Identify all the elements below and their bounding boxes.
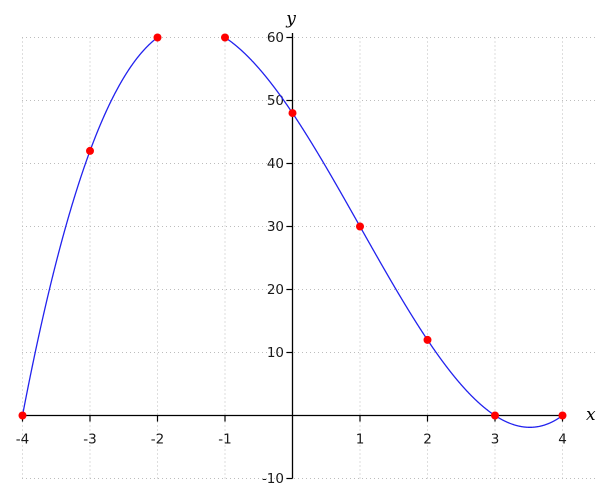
y-tick-label: 30 — [267, 219, 284, 235]
data-point — [558, 411, 567, 420]
data-point — [288, 109, 297, 118]
tick-labels: -4 -3 -2 -1 1 2 3 4 -10 10 20 30 40 50 60 — [16, 30, 567, 487]
data-point — [153, 33, 162, 42]
y-tick-label: 40 — [267, 156, 284, 172]
x-tick-label: -4 — [16, 432, 29, 448]
y-tick-label: 60 — [267, 30, 284, 46]
x-tick-label: -1 — [218, 432, 231, 448]
data-point — [356, 222, 364, 231]
axes — [22, 33, 563, 479]
y-axis-label: y — [285, 9, 296, 29]
y-tick-label: -10 — [262, 471, 284, 487]
data-point — [86, 146, 94, 155]
data-point — [18, 411, 27, 420]
x-tick-label: -3 — [83, 432, 96, 448]
y-tick-label: 10 — [267, 345, 284, 361]
data-point — [221, 33, 229, 42]
x-tick-label: 1 — [356, 432, 365, 448]
x-tick-label: 4 — [558, 432, 567, 448]
x-tick-label: -2 — [151, 432, 164, 448]
data-points — [18, 33, 567, 420]
x-axis-label: x — [586, 405, 596, 425]
gridlines — [22, 37, 597, 479]
y-tick-label: 50 — [267, 93, 284, 109]
y-tick-label: 20 — [267, 282, 284, 298]
data-point — [491, 411, 499, 420]
x-tick-label: 3 — [491, 432, 500, 448]
x-tick-label: 2 — [423, 432, 432, 448]
data-point — [423, 335, 432, 344]
